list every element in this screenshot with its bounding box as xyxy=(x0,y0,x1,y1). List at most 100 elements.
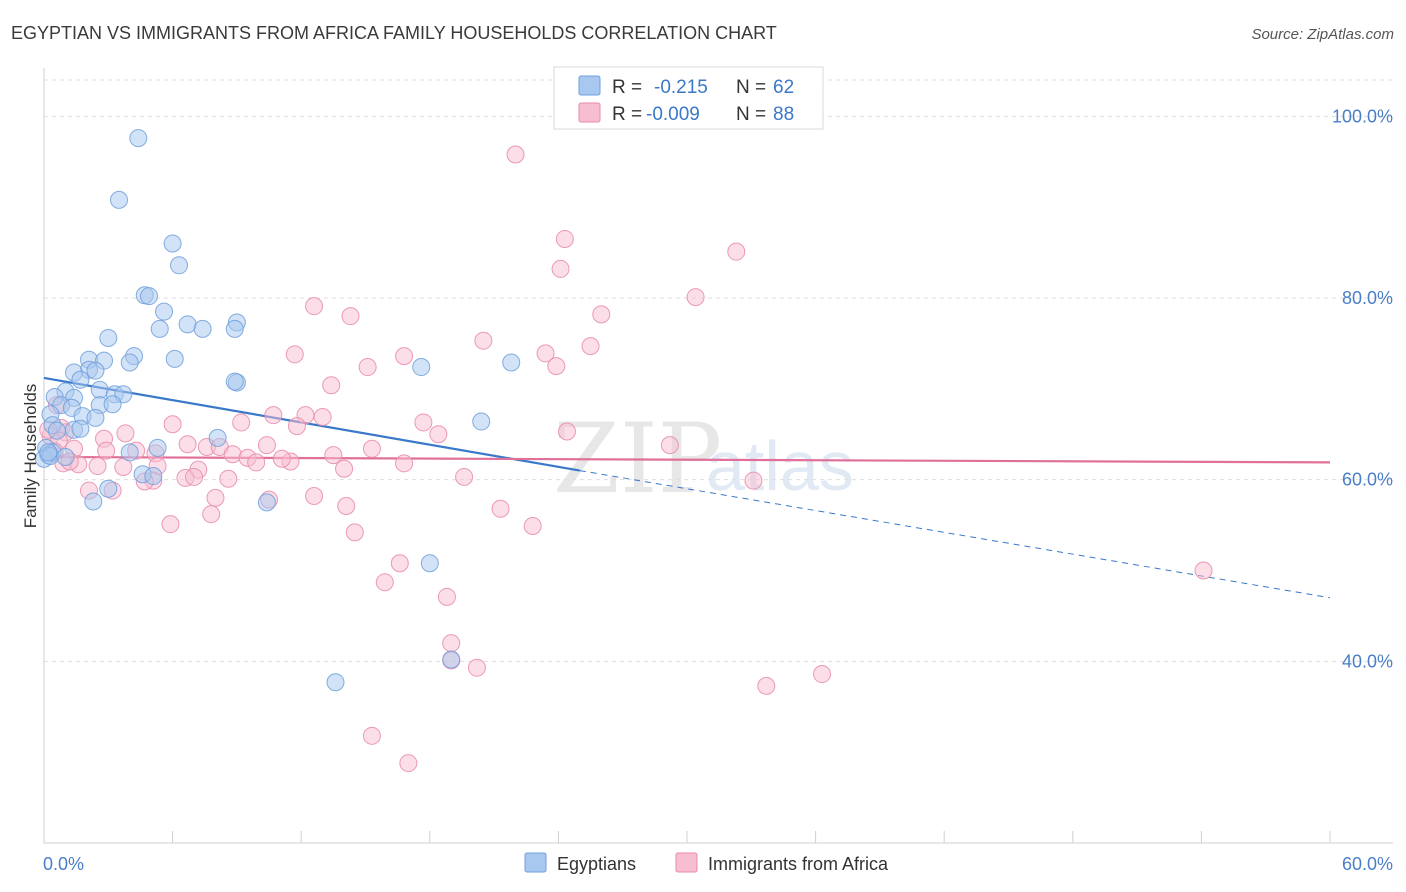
point-egyptians[interactable] xyxy=(326,673,345,692)
point-africa[interactable] xyxy=(324,446,343,465)
point-egyptians[interactable] xyxy=(86,361,105,380)
point-egyptians[interactable] xyxy=(99,479,118,498)
point-africa[interactable] xyxy=(551,259,570,278)
point-africa[interactable] xyxy=(557,422,576,441)
point-africa[interactable] xyxy=(341,307,360,326)
point-africa[interactable] xyxy=(555,229,574,248)
point-africa[interactable] xyxy=(337,497,356,516)
point-egyptians[interactable] xyxy=(150,319,169,338)
point-africa[interactable] xyxy=(305,487,324,506)
point-egyptians[interactable] xyxy=(442,650,461,669)
point-africa[interactable] xyxy=(345,523,364,542)
point-egyptians[interactable] xyxy=(257,493,276,512)
point-egyptians[interactable] xyxy=(129,129,148,148)
point-egyptians[interactable] xyxy=(420,554,439,573)
point-egyptians[interactable] xyxy=(84,492,103,511)
point-africa[interactable] xyxy=(491,499,510,518)
point-africa[interactable] xyxy=(395,454,414,473)
point-africa[interactable] xyxy=(322,376,341,395)
point-africa[interactable] xyxy=(362,726,381,745)
point-africa[interactable] xyxy=(547,357,566,376)
point-africa[interactable] xyxy=(1194,561,1213,580)
point-egyptians[interactable] xyxy=(71,370,90,389)
point-africa[interactable] xyxy=(744,471,763,490)
point-africa[interactable] xyxy=(437,587,456,606)
point-africa[interactable] xyxy=(97,441,116,460)
point-egyptians[interactable] xyxy=(86,408,105,427)
point-africa[interactable] xyxy=(362,439,381,458)
point-africa[interactable] xyxy=(264,406,283,425)
point-egyptians[interactable] xyxy=(178,315,197,334)
point-africa[interactable] xyxy=(287,417,306,436)
point-africa[interactable] xyxy=(232,413,251,432)
point-africa[interactable] xyxy=(395,347,414,366)
legend-label-egyptians[interactable]: Egyptians xyxy=(557,854,636,874)
point-egyptians[interactable] xyxy=(90,380,109,399)
point-egyptians[interactable] xyxy=(110,190,129,209)
point-egyptians[interactable] xyxy=(99,328,118,347)
point-africa[interactable] xyxy=(442,634,461,653)
point-africa[interactable] xyxy=(285,345,304,364)
point-egyptians[interactable] xyxy=(103,395,122,414)
point-egyptians[interactable] xyxy=(39,443,58,462)
point-africa[interactable] xyxy=(223,445,242,464)
point-africa[interactable] xyxy=(163,415,182,434)
point-egyptians[interactable] xyxy=(225,319,244,338)
point-egyptians[interactable] xyxy=(163,234,182,253)
point-africa[interactable] xyxy=(358,358,377,377)
point-egyptians[interactable] xyxy=(502,353,521,372)
point-africa[interactable] xyxy=(455,467,474,486)
point-egyptians[interactable] xyxy=(56,447,75,466)
point-africa[interactable] xyxy=(813,665,832,684)
point-africa[interactable] xyxy=(581,337,600,356)
point-africa[interactable] xyxy=(429,425,448,444)
point-africa[interactable] xyxy=(686,288,705,307)
point-egyptians[interactable] xyxy=(155,302,174,321)
point-egyptians[interactable] xyxy=(71,419,90,438)
point-africa[interactable] xyxy=(474,331,493,350)
point-africa[interactable] xyxy=(757,676,776,695)
point-africa[interactable] xyxy=(467,658,486,677)
point-africa[interactable] xyxy=(660,436,679,455)
point-africa[interactable] xyxy=(375,573,394,592)
point-africa[interactable] xyxy=(536,344,555,363)
point-africa[interactable] xyxy=(272,449,291,468)
point-africa[interactable] xyxy=(727,242,746,261)
point-egyptians[interactable] xyxy=(412,358,431,377)
legend-label-africa[interactable]: Immigrants from Africa xyxy=(708,854,889,874)
point-egyptians[interactable] xyxy=(144,467,163,486)
legend-swatch-africa[interactable] xyxy=(675,852,698,873)
point-africa[interactable] xyxy=(305,297,324,316)
point-africa[interactable] xyxy=(185,467,204,486)
point-egyptians[interactable] xyxy=(170,256,189,275)
point-egyptians[interactable] xyxy=(140,287,159,306)
point-africa[interactable] xyxy=(414,413,433,432)
legend-swatch-egyptians[interactable] xyxy=(524,852,547,873)
point-egyptians[interactable] xyxy=(120,353,139,372)
point-africa[interactable] xyxy=(592,305,611,324)
stats-swatch-africa xyxy=(578,102,601,123)
point-egyptians[interactable] xyxy=(148,438,167,457)
point-africa[interactable] xyxy=(88,457,107,476)
point-africa[interactable] xyxy=(219,469,238,488)
point-africa[interactable] xyxy=(506,145,525,164)
point-egyptians[interactable] xyxy=(120,443,139,462)
point-africa[interactable] xyxy=(116,424,135,443)
point-africa[interactable] xyxy=(206,488,225,507)
point-egyptians[interactable] xyxy=(472,412,491,431)
point-africa[interactable] xyxy=(399,754,418,773)
point-africa[interactable] xyxy=(335,459,354,478)
point-africa[interactable] xyxy=(390,554,409,573)
point-egyptians[interactable] xyxy=(47,421,66,440)
point-africa[interactable] xyxy=(257,436,276,455)
point-egyptians[interactable] xyxy=(165,349,184,368)
point-egyptians[interactable] xyxy=(208,428,227,447)
point-egyptians[interactable] xyxy=(193,319,212,338)
point-africa[interactable] xyxy=(161,515,180,534)
point-egyptians[interactable] xyxy=(225,372,244,391)
point-africa[interactable] xyxy=(523,516,542,535)
point-africa[interactable] xyxy=(313,407,332,426)
point-africa[interactable] xyxy=(178,435,197,454)
point-africa[interactable] xyxy=(202,505,221,524)
point-africa[interactable] xyxy=(247,453,266,472)
